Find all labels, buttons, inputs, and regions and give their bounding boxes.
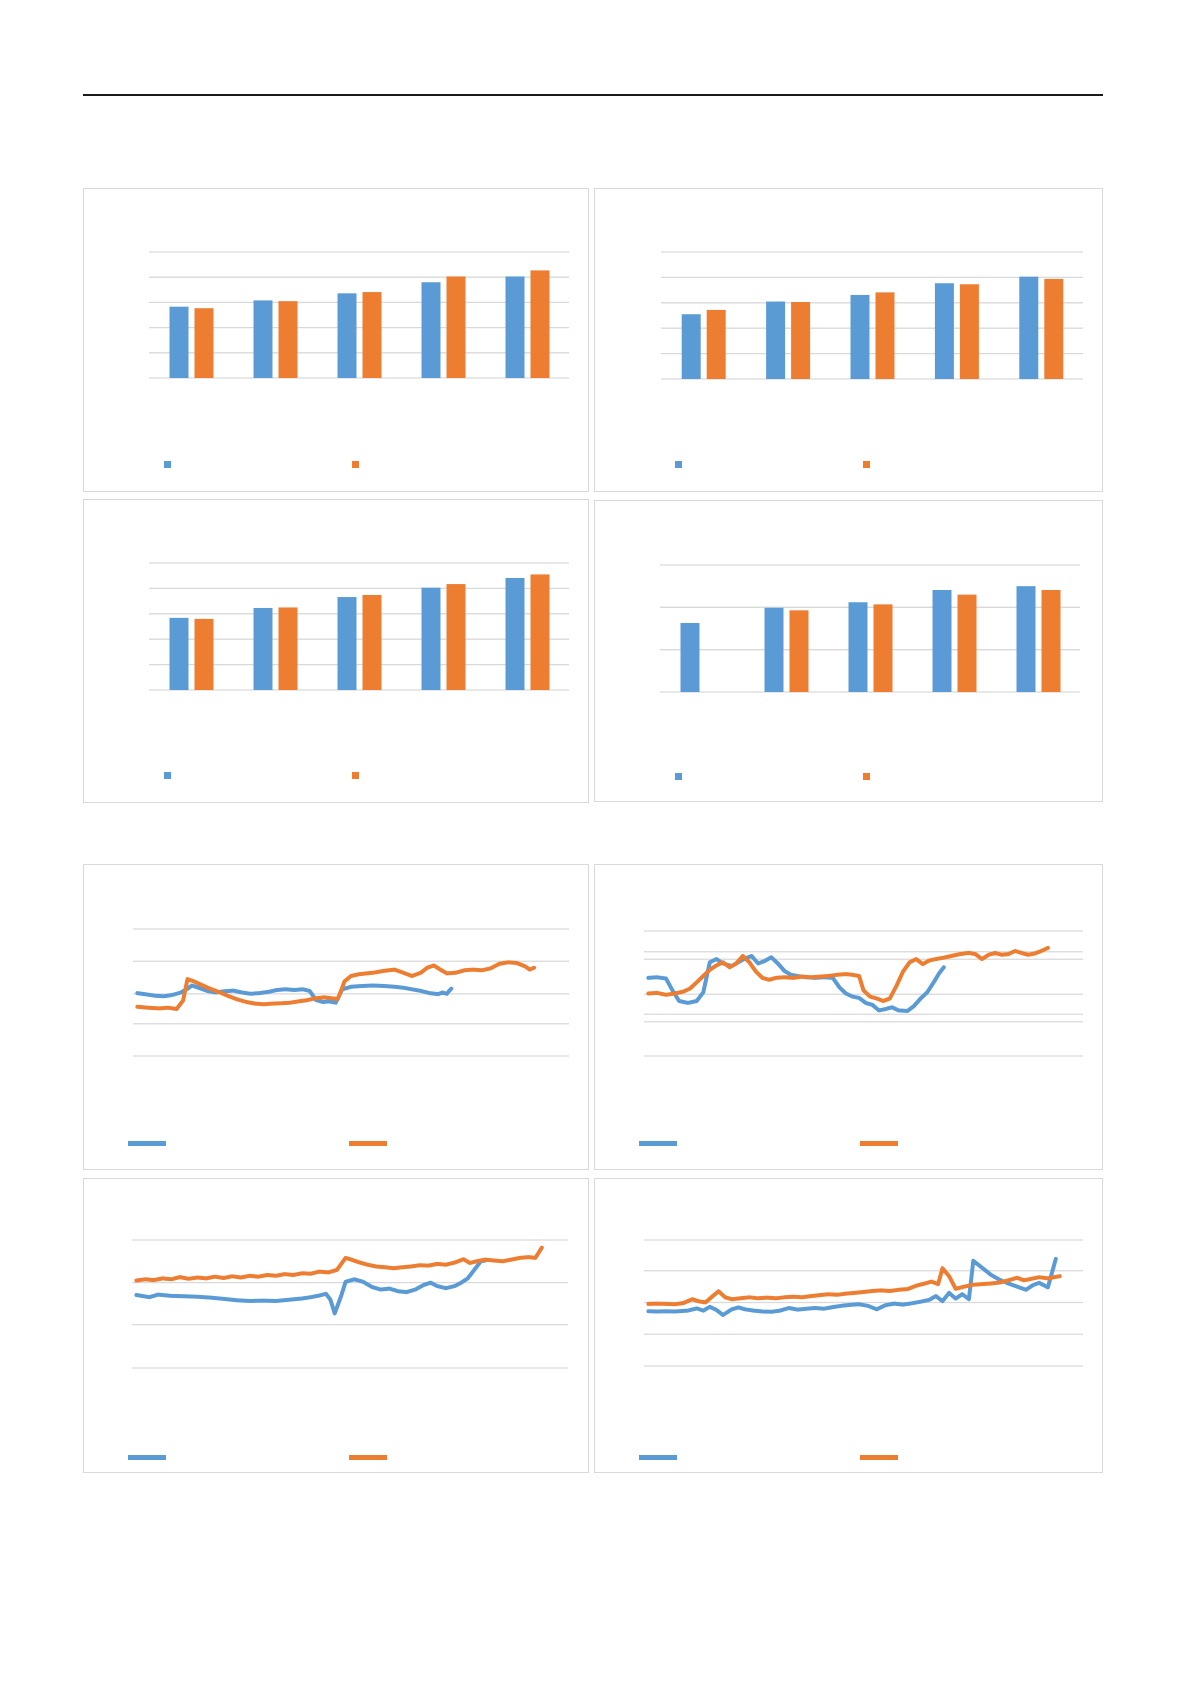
bar-blue — [932, 589, 952, 692]
line-plot-canvas — [132, 1239, 568, 1369]
bar-orange — [706, 309, 726, 379]
line-blue — [135, 983, 454, 1005]
bar-orange — [194, 618, 214, 690]
bar-blue — [1016, 586, 1036, 692]
chart-1-bar — [83, 188, 589, 492]
legend-swatch-orange — [860, 1455, 898, 1460]
bar-blue — [253, 300, 273, 378]
line-orange — [646, 945, 1050, 1003]
bar-plot-canvas — [661, 251, 1083, 380]
bar-blue — [421, 282, 441, 378]
bar-blue — [253, 607, 273, 690]
line-plot-canvas — [644, 930, 1083, 1057]
legend-swatch-blue — [128, 1141, 166, 1146]
legend-swatch-blue — [164, 461, 171, 468]
bar-orange — [446, 276, 466, 378]
bar-blue — [766, 301, 786, 379]
line-plot-canvas — [133, 928, 569, 1057]
bar-blue — [934, 283, 954, 379]
bar-orange — [278, 607, 298, 690]
line-orange — [646, 1266, 1062, 1307]
bar-plot-canvas — [660, 564, 1080, 693]
bar-blue — [1019, 276, 1039, 379]
legend-swatch-orange — [863, 773, 870, 780]
chart-3-bar — [83, 499, 589, 803]
legend-swatch-orange — [860, 1141, 898, 1146]
legend-swatch-orange — [349, 1141, 387, 1146]
bar-orange — [791, 302, 811, 379]
chart-5-line — [83, 864, 589, 1170]
bar-orange — [1044, 278, 1064, 379]
bar-orange — [959, 284, 979, 379]
chart-7-line — [83, 1178, 589, 1473]
line-orange — [135, 960, 537, 1011]
bar-orange — [446, 584, 466, 690]
legend-swatch-orange — [352, 772, 359, 779]
bar-blue — [505, 276, 525, 378]
chart-8-line — [594, 1178, 1103, 1473]
bar-blue — [850, 294, 870, 379]
legend-swatch-orange — [863, 461, 870, 468]
chart-2-bar — [594, 188, 1103, 492]
bar-blue — [505, 577, 525, 690]
bar-blue — [848, 602, 868, 692]
legend-swatch-blue — [639, 1455, 677, 1460]
bar-blue — [421, 587, 441, 690]
line-blue — [646, 1256, 1058, 1317]
legend-swatch-blue — [128, 1455, 166, 1460]
bar-orange — [194, 308, 214, 378]
legend-swatch-orange — [352, 461, 359, 468]
bar-orange — [530, 574, 550, 690]
bar-blue — [169, 306, 189, 378]
bar-blue — [680, 622, 700, 692]
legend-swatch-blue — [164, 772, 171, 779]
bar-blue — [337, 293, 357, 378]
legend-swatch-blue — [639, 1141, 677, 1146]
bar-plot-canvas — [149, 562, 569, 691]
bar-blue — [764, 607, 784, 692]
bar-orange — [875, 292, 895, 379]
chart-4-bar — [594, 500, 1103, 802]
legend-swatch-blue — [675, 461, 682, 468]
chart-6-line — [594, 864, 1103, 1170]
bar-orange — [362, 595, 382, 690]
bar-blue — [337, 597, 357, 690]
line-orange — [134, 1245, 544, 1283]
bar-orange — [362, 292, 382, 378]
line-blue — [134, 1258, 488, 1316]
bar-orange — [530, 270, 550, 378]
legend-swatch-blue — [675, 773, 682, 780]
bar-orange — [278, 301, 298, 378]
bar-blue — [169, 617, 189, 690]
bar-orange — [1041, 589, 1061, 692]
bar-orange — [789, 610, 809, 692]
bar-orange — [957, 594, 977, 692]
bar-plot-canvas — [149, 251, 569, 379]
bar-orange — [873, 604, 893, 692]
bar-blue — [681, 314, 701, 379]
legend-swatch-orange — [349, 1455, 387, 1460]
header-rule — [83, 94, 1103, 96]
line-plot-canvas — [644, 1239, 1083, 1367]
